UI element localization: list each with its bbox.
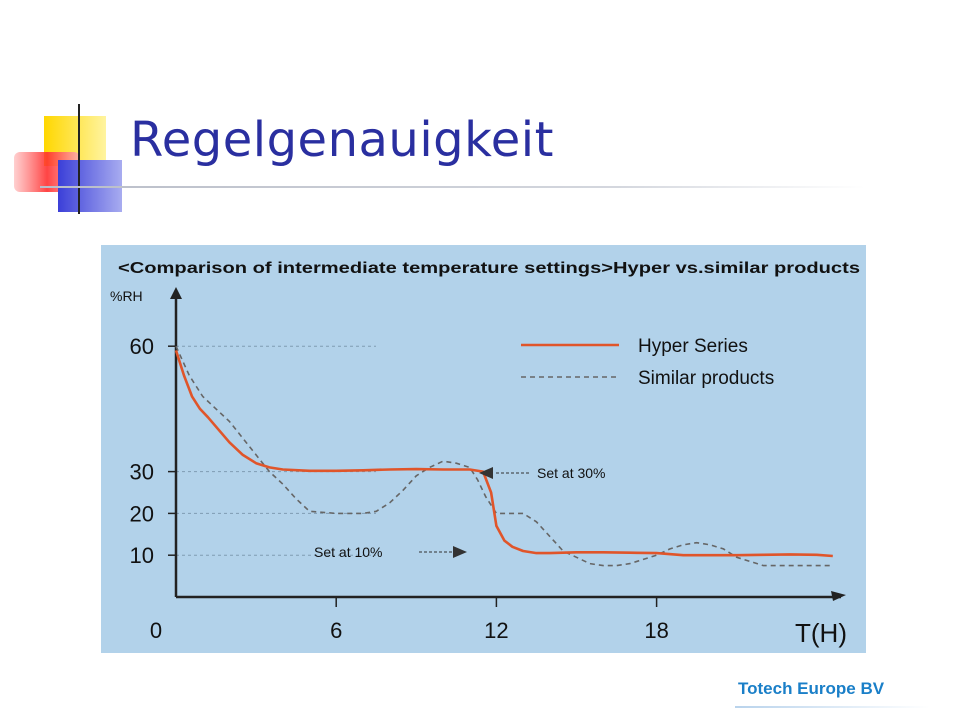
slide-title: Regelgenauigkeit <box>130 112 554 168</box>
footer-brand: Totech Europe BV <box>738 679 885 698</box>
logo-decoration <box>14 104 132 214</box>
chart-panel: <Comparison of intermediate temperature … <box>101 245 866 653</box>
annotation-arrow-head <box>453 546 467 558</box>
y-tick-label: 60 <box>130 334 154 359</box>
y-tick-label: 20 <box>130 501 154 526</box>
x-axis-arrow <box>831 591 846 601</box>
annotation-arrow-head <box>479 467 493 479</box>
x-tick-label: 12 <box>484 618 508 643</box>
annotation-set-10: Set at 10% <box>314 544 383 560</box>
x-tick-label: 6 <box>330 618 342 643</box>
y-tick-label: 30 <box>130 460 154 485</box>
y-axis-arrow <box>170 287 182 299</box>
legend-label: Similar products <box>638 368 774 389</box>
chart-title: <Comparison of intermediate temperature … <box>118 260 860 277</box>
footer-divider <box>735 706 930 708</box>
legend-label: Hyper Series <box>638 336 748 357</box>
title-divider <box>40 186 865 188</box>
x-tick-label: 0 <box>150 618 162 643</box>
annotation-set-30: Set at 30% <box>537 465 606 481</box>
x-tick-label: 18 <box>644 618 668 643</box>
y-axis-label: %RH <box>110 288 143 304</box>
series-line-similar-products <box>175 345 833 567</box>
humidity-chart: <Comparison of intermediate temperature … <box>110 260 860 648</box>
y-tick-label: 10 <box>130 543 154 568</box>
x-axis-label: T(H) <box>795 618 847 648</box>
